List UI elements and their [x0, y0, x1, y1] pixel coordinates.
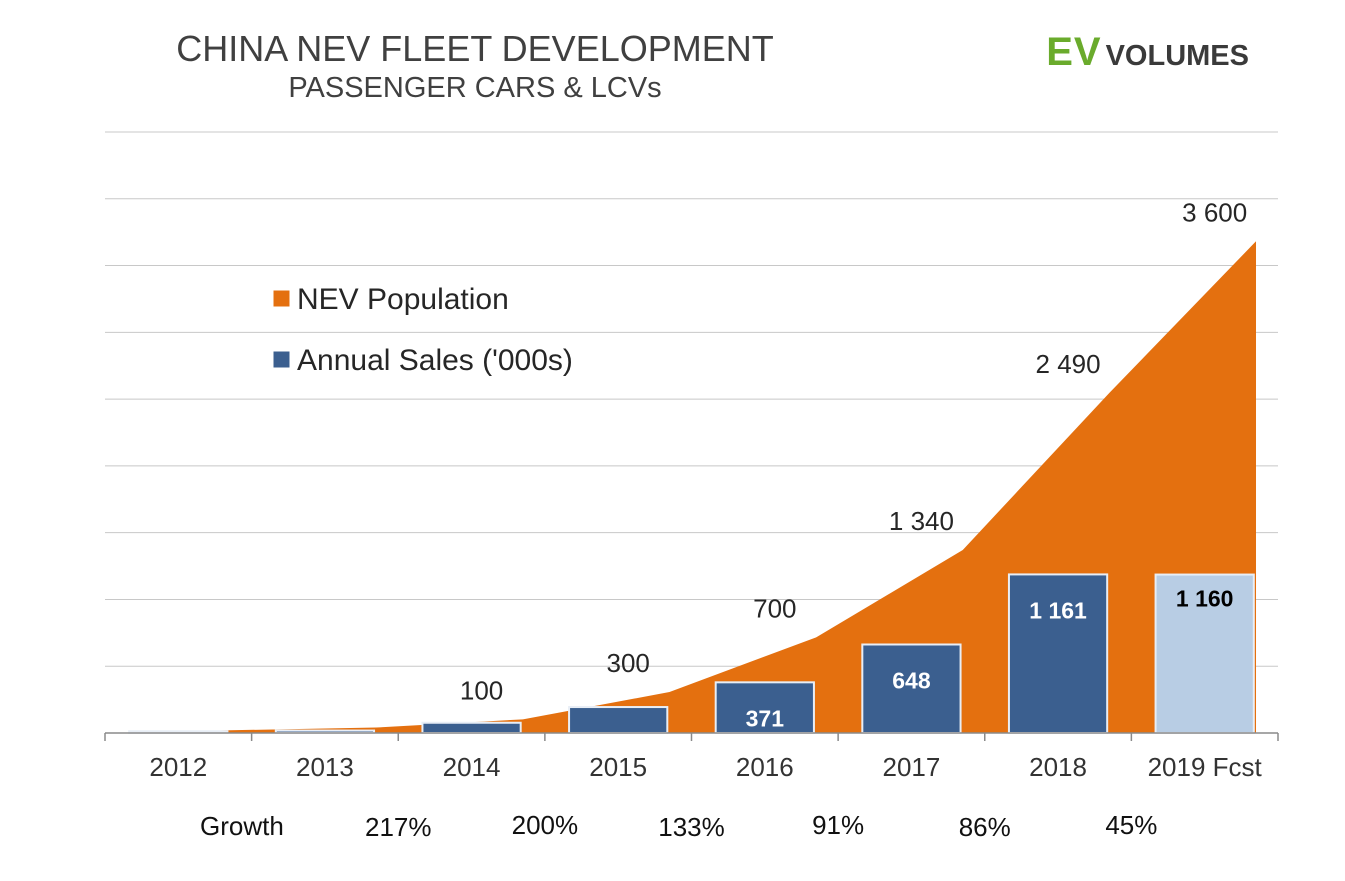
x-tick-label: 2019 Fcst — [1148, 752, 1263, 782]
population-value-label: 700 — [753, 593, 796, 623]
ev-volumes-logo: EV VOLUMES — [1046, 30, 1249, 75]
population-value-label: 100 — [460, 675, 503, 705]
population-value-label: 300 — [606, 648, 649, 678]
population-value-label: 2 490 — [1036, 349, 1101, 379]
growth-value: 217% — [365, 812, 432, 842]
sales-bar — [421, 721, 522, 734]
forecast-sales-value-label: 1 160 — [1176, 586, 1234, 612]
legend-label-sales: Annual Sales ('000s) — [297, 344, 573, 377]
sales-bar — [861, 643, 962, 734]
growth-label: Growth — [200, 811, 284, 841]
logo-ev-text: EV — [1046, 30, 1102, 74]
growth-value: 86% — [959, 812, 1011, 842]
legend: NEV Population Annual Sales ('000s) — [272, 283, 573, 377]
growth-value: 133% — [658, 812, 725, 842]
legend-swatch-population — [272, 289, 291, 308]
x-tick-label: 2014 — [443, 752, 501, 782]
population-value-label: 1 340 — [889, 506, 954, 536]
x-tick-label: 2012 — [149, 752, 207, 782]
sales-value-label: 648 — [892, 667, 931, 693]
growth-value: 91% — [812, 810, 864, 840]
x-tick-label: 2018 — [1029, 752, 1087, 782]
forecast-sales-bar — [1154, 573, 1255, 735]
x-axis: 2012 2013 2014 2015 2016 2017 2018 2019 Fcst — [104, 732, 1279, 782]
chart-title: CHINA NEV FLEET DEVELOPMENT — [176, 28, 774, 69]
x-tick-label: 2015 — [589, 752, 647, 782]
population-area-layer — [130, 241, 1257, 734]
chart-subtitle: PASSENGER CARS & LCVs — [288, 72, 662, 104]
sales-bar — [568, 706, 669, 735]
x-tick-label: 2017 — [883, 752, 941, 782]
sales-bar — [1007, 573, 1109, 735]
population-value-label: 3 600 — [1182, 197, 1247, 227]
legend-swatch-sales — [272, 350, 291, 369]
growth-value: 200% — [512, 810, 579, 840]
logo-volumes-text: VOLUMES — [1105, 40, 1249, 72]
legend-label-population: NEV Population — [297, 283, 509, 316]
sales-value-label: 371 — [746, 705, 785, 731]
x-tick-label: 2013 — [296, 752, 354, 782]
growth-row: Growth 217% 200% 133% 91% 86% 45% — [200, 810, 1157, 842]
growth-value: 45% — [1105, 810, 1157, 840]
x-tick-label: 2016 — [736, 752, 794, 782]
sales-value-label: 1 161 — [1029, 597, 1087, 623]
data-labels: 100 300 700 1 340 2 490 3 600 371 648 1 161 1 160 — [460, 197, 1247, 731]
population-area — [130, 241, 1257, 734]
